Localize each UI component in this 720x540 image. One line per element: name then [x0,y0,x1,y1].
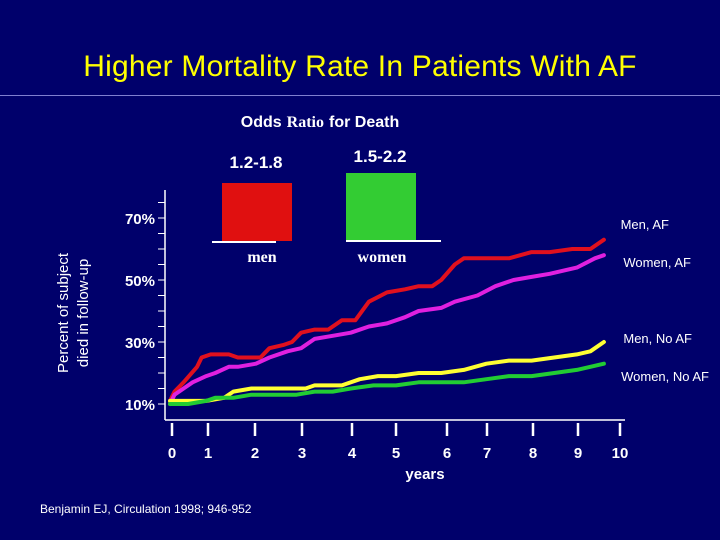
inset-bar-men [222,183,292,241]
series-line-men-af [168,237,606,403]
annotation-women-no-af: Women, No AF [621,369,709,384]
x-axis-ticks: 0 1 2 3 4 5 6 7 8 9 10 [168,423,629,462]
inset-bar-women [346,173,416,241]
inset-title: Odds Ratio for Death [241,114,399,131]
inset-label-men: men [247,249,276,266]
x-tick-label: 1 [204,445,212,462]
x-tick-label: 10 [612,445,629,462]
x-tick-label: 4 [348,445,357,462]
y-axis-label-line-2: died in follow-up [75,259,92,367]
slide-title: Higher Mortality Rate In Patients With A… [83,50,637,83]
x-tick-label: 3 [298,445,306,462]
inset-title-prefix: Odds [241,114,282,131]
x-tick-label: 2 [251,445,259,462]
annotation-men-af: Men, AF [621,217,669,232]
inset-label-women: women [358,249,407,266]
title-divider [0,95,720,96]
y-axis-ticks: 10% 30% 50% 70% [125,202,165,414]
x-tick-label: 9 [574,445,582,462]
x-axis-label: years [405,466,444,483]
inset-title-suffix: for Death [329,114,399,131]
annotation-men-no-af: Men, No AF [623,331,692,346]
series-line-women-af [168,253,606,406]
y-tick-label: 70% [125,211,155,228]
y-tick-label: 50% [125,273,155,290]
series-line-women-no-af [168,361,606,406]
x-tick-label: 0 [168,445,176,462]
y-tick-label: 30% [125,335,155,352]
x-tick-label: 6 [443,445,451,462]
axes: 10% 30% 50% 70% 0 1 2 3 4 5 6 7 8 9 10 [125,190,628,462]
inset-title-ratio: Ratio [287,114,324,131]
odds-ratio-inset: Odds Ratio for Death 1.2-1.8 1.5-2.2 men w… [212,114,441,266]
x-tick-label: 5 [392,445,400,462]
x-tick-label: 7 [483,445,491,462]
inset-range-men: 1.2-1.8 [230,153,283,172]
series-line-men-no-af [168,340,606,403]
series-lines [168,237,606,406]
inset-range-women: 1.5-2.2 [354,147,407,166]
annotation-women-af: Women, AF [623,255,691,270]
x-tick-label: 8 [529,445,537,462]
citation: Benjamin EJ, Circulation 1998; 946-952 [40,502,252,516]
y-axis-label-line-1: Percent of subject [55,252,72,373]
y-tick-label: 10% [125,397,155,414]
